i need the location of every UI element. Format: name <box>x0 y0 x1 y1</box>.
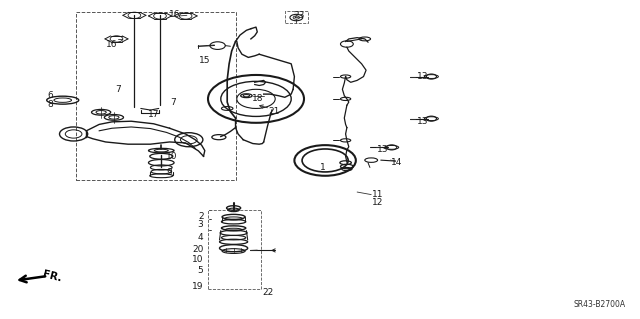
Text: 6: 6 <box>47 91 52 100</box>
Text: FR.: FR. <box>42 270 63 284</box>
Text: 2: 2 <box>198 212 204 221</box>
Text: 7: 7 <box>116 85 121 94</box>
Text: 18: 18 <box>252 94 264 103</box>
Text: 8: 8 <box>47 100 52 109</box>
Text: 16: 16 <box>169 10 180 19</box>
Text: 5: 5 <box>198 266 204 275</box>
Bar <box>285 11 308 23</box>
Text: 13: 13 <box>417 117 428 126</box>
Text: SR43-B2700A: SR43-B2700A <box>574 300 626 309</box>
Text: 11: 11 <box>372 190 383 199</box>
Text: 3: 3 <box>198 220 204 229</box>
Text: 12: 12 <box>372 198 383 207</box>
Text: 4: 4 <box>198 233 204 241</box>
Text: 1: 1 <box>321 163 326 172</box>
Text: 16: 16 <box>106 40 118 49</box>
Text: 10: 10 <box>166 152 177 161</box>
Text: 23: 23 <box>293 11 305 20</box>
Text: 19: 19 <box>192 282 204 291</box>
Bar <box>208 210 261 289</box>
Text: 17: 17 <box>148 110 159 119</box>
Text: 15: 15 <box>199 56 211 65</box>
Text: 14: 14 <box>391 158 403 167</box>
Text: 13: 13 <box>417 72 428 81</box>
Text: 7: 7 <box>170 98 175 107</box>
Text: 10: 10 <box>192 255 204 264</box>
Text: 9: 9 <box>167 168 172 177</box>
Text: 20: 20 <box>192 245 204 254</box>
Text: 22: 22 <box>262 288 273 297</box>
Text: 13: 13 <box>377 145 388 154</box>
Text: 21: 21 <box>269 107 280 116</box>
